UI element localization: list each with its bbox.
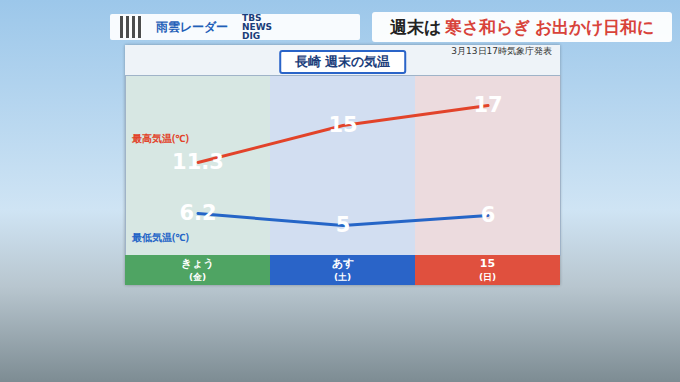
- html-text:週末は 寒さ和らぎ お出かけ日和に: 週末は 寒さ和らぎ お出かけ日和に: [389, 16, 655, 37]
- svg-text:6.2: 6.2: [179, 201, 216, 225]
- html-text:(土): (土): [333, 272, 352, 282]
- svg-text:17: 17: [473, 93, 502, 117]
- html-text:TBS NEWS DIG: TBS NEWS DIG: [242, 12, 273, 41]
- html-text:3月13日17時気象庁発表: 3月13日17時気象庁発表: [451, 46, 552, 56]
- html-text:長崎 週末の気温: 長崎 週末の気温: [294, 54, 391, 69]
- html-text:雨雲レーダー: 雨雲レーダー: [156, 19, 228, 34]
- html-text:(金): (金): [188, 272, 207, 282]
- html-text:あす: あす: [331, 257, 354, 270]
- svg-text:6: 6: [481, 203, 496, 227]
- svg-text:最低気温(℃): 最低気温(℃): [131, 230, 189, 244]
- svg-text:11.3: 11.3: [172, 150, 224, 174]
- svg-text:5: 5: [336, 213, 351, 237]
- svg-text:最高気温(℃): 最高気温(℃): [131, 131, 189, 145]
- html-text:(日): (日): [478, 272, 497, 282]
- html-text:きょう: きょう: [181, 257, 214, 270]
- html-text:15: 15: [479, 257, 496, 270]
- svg-text:15: 15: [328, 113, 357, 137]
